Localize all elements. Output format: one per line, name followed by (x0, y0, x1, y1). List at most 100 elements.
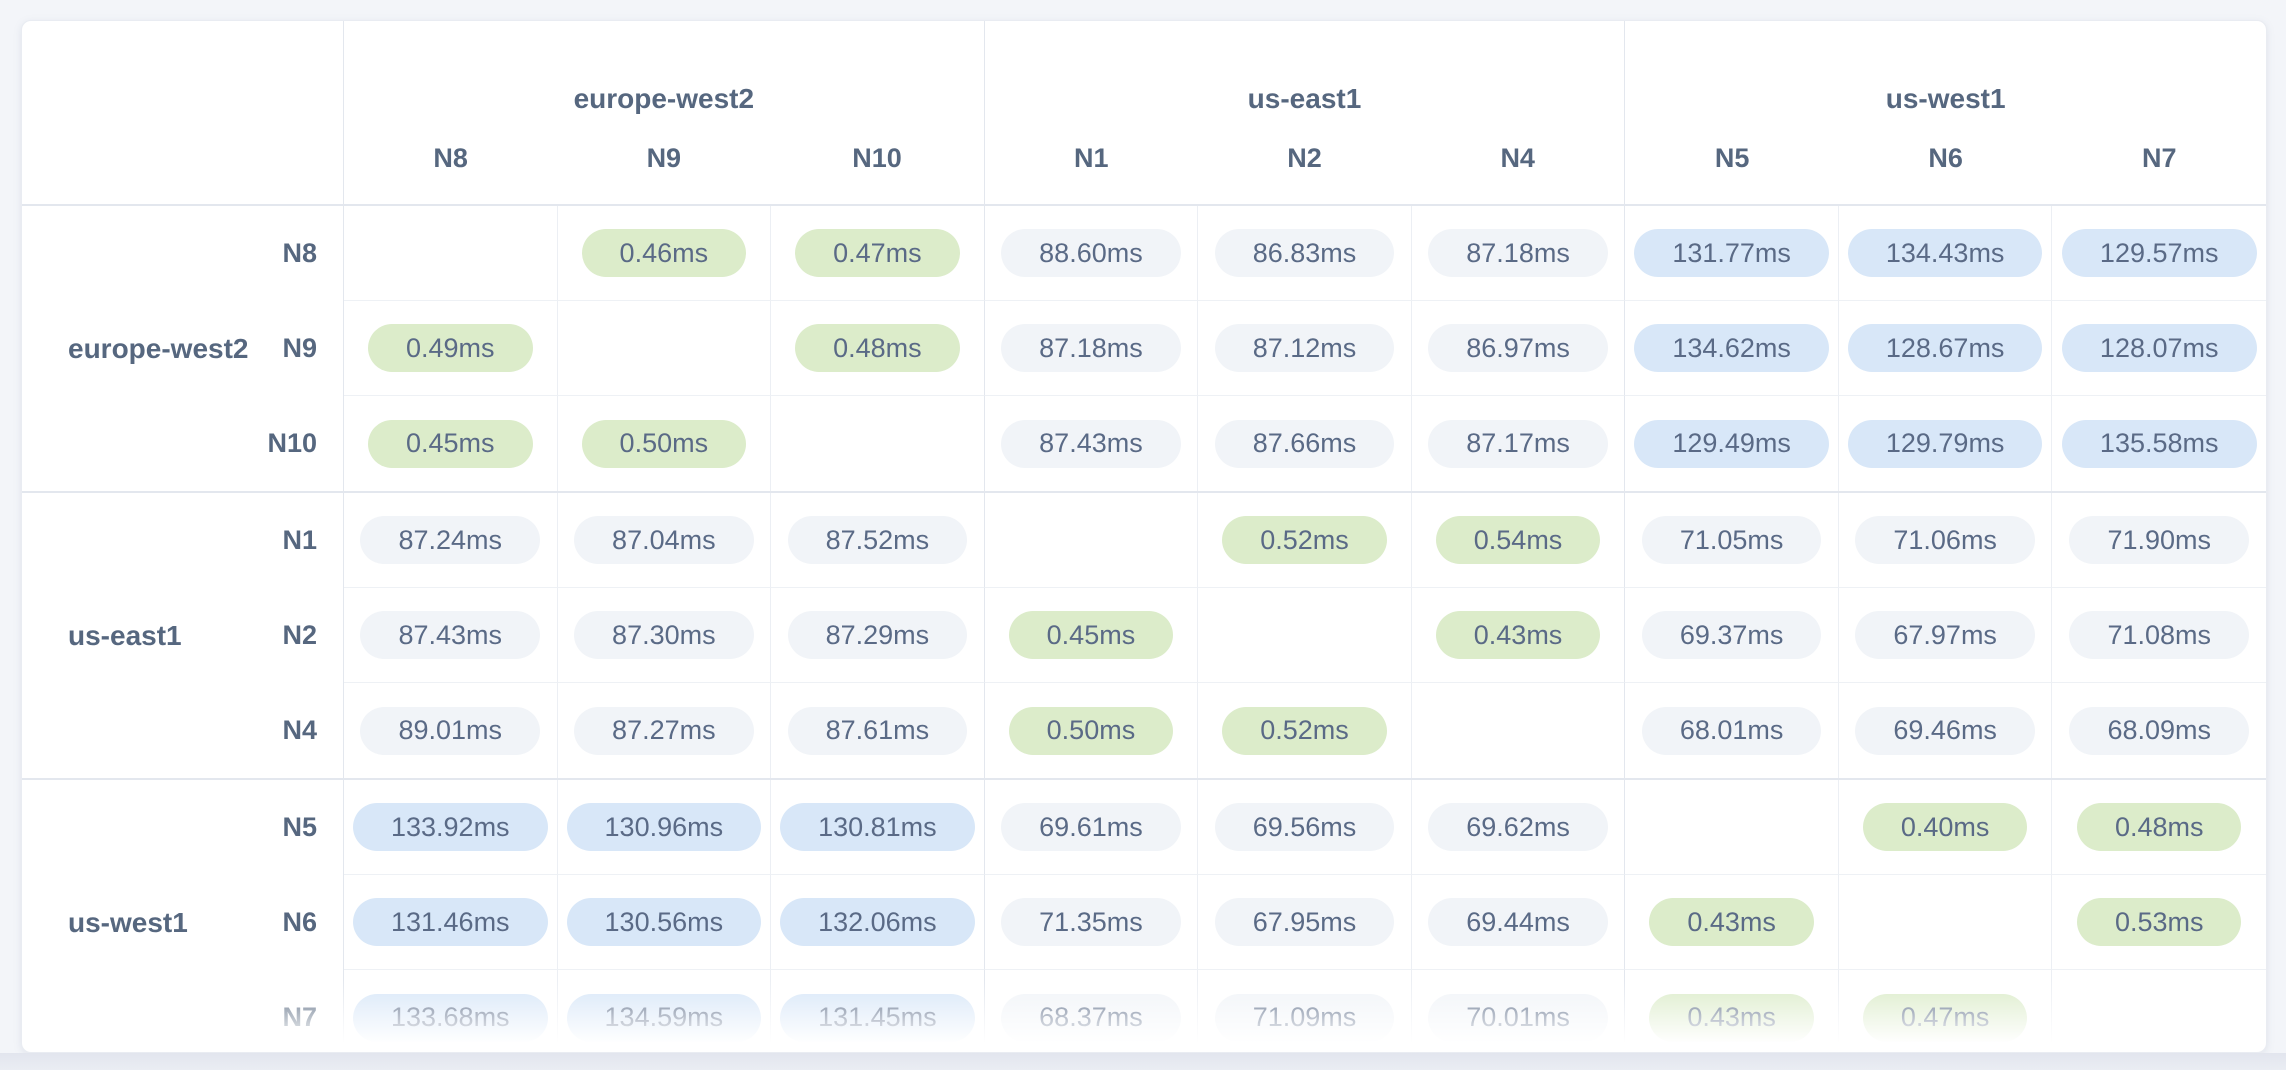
column-group-label: us-east1 (1247, 83, 1362, 114)
row-label-N7: N7 (22, 970, 344, 1052)
latency-value-pill: 69.37ms (1641, 611, 1822, 659)
latency-value-pill: 67.97ms (1855, 611, 2035, 659)
cell-N10-N10 (771, 396, 985, 491)
row-label-N6: N6 (22, 875, 344, 970)
latency-value-pill: 0.53ms (2076, 898, 2242, 946)
cell-N6-N6 (1838, 875, 2053, 970)
row-label-N4: N4 (22, 683, 344, 778)
latency-value-pill: 87.17ms (1428, 419, 1608, 468)
latency-value-pill: 70.01ms (1428, 993, 1608, 1042)
latency-value-pill: 86.97ms (1428, 324, 1608, 372)
cell-N1-N9: 87.04ms (557, 493, 772, 588)
latency-value-pill: 130.81ms (780, 803, 975, 851)
cell-N9-N7: 128.07ms (2052, 301, 2266, 396)
latency-value-pill: 87.29ms (787, 611, 968, 659)
latency-value-pill: 89.01ms (360, 706, 541, 755)
latency-value-pill: 87.12ms (1214, 324, 1395, 372)
region-band-us-east1: us-east1 N1 87.24ms 87.04ms 87.52ms 0.52ms 0.5… (22, 491, 2266, 778)
cell-N10-N6: 129.79ms (1839, 396, 2053, 491)
cell-N9-N2: 87.12ms (1198, 301, 1412, 396)
cell-N4-N5: 68.01ms (1625, 683, 1839, 778)
cell-N9-N6: 128.67ms (1838, 301, 2053, 396)
cell-N5-N4: 69.62ms (1411, 780, 1626, 875)
cell-N1-N7: 71.90ms (2052, 493, 2266, 588)
latency-value-pill: 71.06ms (1855, 516, 2035, 564)
latency-value-pill: 71.09ms (1214, 993, 1395, 1042)
latency-value-pill: 68.01ms (1641, 706, 1822, 755)
cell-N6-N7: 0.53ms (2052, 875, 2266, 970)
cell-N1-N8: 87.24ms (344, 493, 558, 588)
latency-value-pill: 87.61ms (787, 706, 968, 755)
cell-N7-N7 (2052, 970, 2266, 1052)
column-label-N2: N2 (1287, 143, 1322, 173)
cell-N5-N2: 69.56ms (1198, 780, 1412, 875)
latency-value-pill: 0.54ms (1435, 516, 1601, 564)
cell-N4-N4 (1412, 683, 1626, 778)
cell-N9-N9 (557, 301, 772, 396)
latency-value-pill: 0.48ms (2076, 803, 2242, 851)
corner-cell (22, 21, 344, 204)
cell-N2-N9: 87.30ms (557, 588, 772, 683)
latency-value-pill: 133.92ms (352, 803, 548, 851)
region-band-us-west1: us-west1 N5 133.92ms 130.96ms 130.81ms 69.61m… (22, 778, 2266, 1052)
column-label-N9: N9 (646, 143, 682, 173)
cell-N5-N6: 0.40ms (1838, 780, 2053, 875)
cell-N8-N5: 131.77ms (1625, 206, 1839, 301)
cell-N2-N5: 69.37ms (1625, 588, 1839, 683)
latency-value-pill: 128.07ms (2061, 324, 2257, 372)
cell-N10-N4: 87.17ms (1412, 396, 1626, 491)
cell-N9-N4: 86.97ms (1411, 301, 1626, 396)
region-band-europe-west2: europe-west2 N8 0.46ms 0.47ms 88.60ms 86.83ms… (22, 206, 2266, 491)
cell-N8-N8 (344, 206, 558, 301)
latency-value-pill: 128.67ms (1847, 324, 2043, 372)
cell-N6-N8: 131.46ms (344, 875, 558, 970)
cell-N5-N7: 0.48ms (2052, 780, 2266, 875)
latency-value-pill: 87.43ms (360, 611, 541, 659)
latency-value-pill: 87.30ms (574, 611, 754, 659)
latency-value-pill: 87.27ms (574, 706, 754, 755)
cell-N10-N2: 87.66ms (1198, 396, 1412, 491)
cell-N8-N6: 134.43ms (1838, 206, 2053, 301)
latency-value-pill: 0.43ms (1649, 993, 1814, 1042)
cell-N1-N1 (984, 493, 1199, 588)
cell-N2-N4: 0.43ms (1411, 588, 1626, 683)
latency-value-pill: 134.62ms (1634, 324, 1829, 372)
cell-N7-N6: 0.47ms (1839, 970, 2053, 1052)
latency-value-pill: 0.52ms (1222, 706, 1387, 755)
latency-value-pill: 69.61ms (1001, 803, 1181, 851)
cell-N8-N2: 86.83ms (1198, 206, 1412, 301)
latency-value-pill: 134.59ms (566, 993, 762, 1042)
latency-value-pill: 69.44ms (1428, 898, 1608, 946)
column-label-N10: N10 (852, 143, 902, 173)
latency-value-pill: 87.52ms (787, 516, 968, 564)
cell-N4-N10: 87.61ms (771, 683, 985, 778)
cell-N6-N9: 130.56ms (557, 875, 772, 970)
cell-N5-N1: 69.61ms (984, 780, 1199, 875)
latency-value-pill: 129.79ms (1847, 419, 2043, 468)
latency-value-pill: 129.49ms (1634, 419, 1829, 468)
latency-value-pill: 87.43ms (1001, 419, 1181, 468)
cell-N4-N6: 69.46ms (1839, 683, 2053, 778)
latency-matrix-card: europe-west2 N8 N9 N10 us-east1 N1 N2 N4 us-west… (21, 20, 2267, 1053)
column-group-label: europe-west2 (573, 83, 755, 114)
latency-value-pill: 69.56ms (1214, 803, 1395, 851)
latency-value-pill: 130.96ms (566, 803, 762, 851)
latency-value-pill: 0.50ms (581, 419, 747, 468)
latency-value-pill: 68.09ms (2069, 706, 2249, 755)
cell-N5-N5 (1625, 780, 1839, 875)
cell-N7-N8: 133.68ms (344, 970, 558, 1052)
row-label-N2: N2 (22, 588, 344, 683)
row-label-N10: N10 (22, 396, 344, 491)
cell-N8-N9: 0.46ms (557, 206, 772, 301)
latency-value-pill: 130.56ms (566, 898, 762, 946)
cell-N4-N2: 0.52ms (1198, 683, 1412, 778)
cell-N7-N5: 0.43ms (1625, 970, 1839, 1052)
cell-N5-N9: 130.96ms (557, 780, 772, 875)
cell-N8-N7: 129.57ms (2052, 206, 2266, 301)
cell-N6-N4: 69.44ms (1411, 875, 1626, 970)
latency-value-pill: 68.37ms (1001, 993, 1181, 1042)
cell-N1-N6: 71.06ms (1838, 493, 2053, 588)
cell-N7-N4: 70.01ms (1412, 970, 1626, 1052)
cell-N6-N10: 132.06ms (771, 875, 985, 970)
latency-value-pill: 0.47ms (1862, 993, 2028, 1042)
